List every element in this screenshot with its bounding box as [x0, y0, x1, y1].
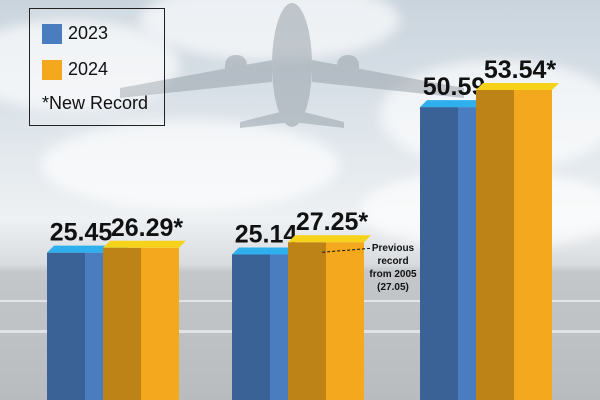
legend-item-2023: 2023	[42, 23, 108, 44]
bar-2024-3	[514, 90, 552, 400]
legend-item-2024: 2024	[42, 59, 108, 80]
cloud	[40, 120, 340, 210]
bar-2024-1-top	[103, 240, 186, 248]
airplane-icon	[120, 3, 464, 128]
bar-2024-3-shade	[476, 90, 514, 400]
bar-2024-2-top	[288, 235, 371, 243]
data-label-2023-2: 25.14	[235, 220, 298, 248]
data-label-2023-1: 25.45	[50, 219, 113, 247]
annotation-line-3: from 2005	[369, 269, 417, 280]
annotation-line-2: record	[377, 256, 408, 267]
legend: 2023 2024 *New Record	[29, 8, 165, 126]
data-label-2024-1: 26.29*	[111, 214, 184, 242]
data-label-2023-3: 50.59	[423, 73, 486, 101]
annotation-leader-line	[322, 247, 373, 253]
legend-swatch-2023	[42, 23, 62, 44]
bar-2024-2	[326, 242, 364, 400]
legend-label-2023: 2023	[68, 23, 109, 43]
bar-2023-2-shade	[232, 254, 270, 400]
legend-note: *New Record	[42, 93, 149, 113]
legend-label-2024: 2024	[68, 59, 109, 79]
data-label-2024-3: 53.54*	[484, 56, 557, 84]
data-label-2024-2: 27.25*	[296, 208, 369, 236]
bar-2024-1-shade	[103, 247, 141, 400]
bar-2023-1-shade	[47, 252, 85, 400]
previous-record-annotation: Previous record from 2005 (27.05)	[322, 243, 417, 293]
annotation-line-4: (27.05)	[377, 282, 409, 293]
bar-2024-3-top	[476, 83, 559, 90]
bar-2024-1	[141, 247, 179, 400]
legend-swatch-2024	[42, 59, 62, 80]
annotation-line-1: Previous	[372, 243, 415, 254]
bar-2024-2-shade	[288, 242, 326, 400]
bar-2023-3-shade	[420, 107, 458, 400]
